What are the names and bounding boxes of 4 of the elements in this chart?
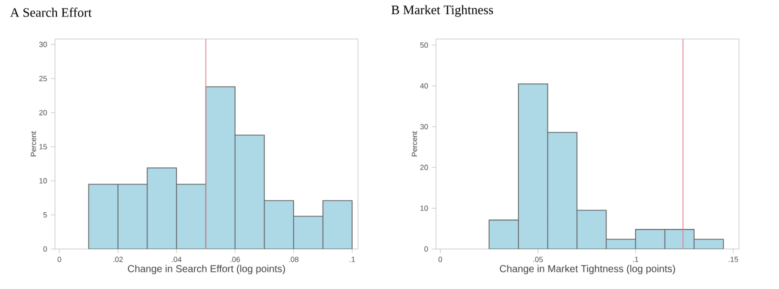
x-axis-title: Change in Search Effort (log points) — [128, 264, 285, 274]
chart-title: B Market Tightness — [391, 5, 494, 17]
x-axis-title: Change in Market Tightness (log points) — [500, 264, 676, 274]
chart-title: A Search Effort — [10, 8, 92, 17]
